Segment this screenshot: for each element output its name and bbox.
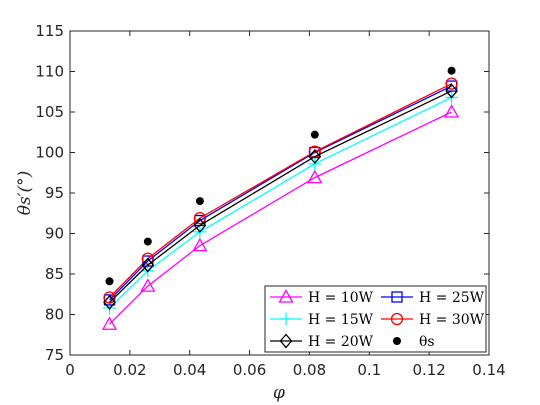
y-tick-label: 95 [45,184,64,202]
legend-marker [393,337,401,345]
x-tick-label: 0 [65,361,75,379]
x-tick-label: 0.1 [357,361,381,379]
data-point [192,237,208,252]
legend-label: H = 20W [308,334,374,350]
data-point [445,83,458,99]
series-line [109,90,452,303]
data-point [143,237,152,246]
data-point [445,77,458,90]
legend-label: θs [419,334,435,350]
series-line [109,85,452,301]
y-tick-label: 75 [45,346,64,364]
x-tick-label: 0.06 [233,361,266,379]
data-point [310,130,319,139]
legend-entry: θs [393,334,435,350]
data-point [195,197,204,206]
legend-entry: H = 30W [381,312,485,328]
data-point [141,257,155,273]
data-point [140,278,156,292]
data-point [141,252,154,265]
x-tick-label: 0.02 [113,361,146,379]
data-point [307,169,323,184]
legend-entry: H = 15W [270,312,374,328]
y-tick-label: 110 [35,63,64,81]
x-tick-label: 0.04 [173,361,206,379]
data-point [447,66,456,75]
series-layer [101,66,460,330]
legend-marker [279,333,293,349]
y-tick-label: 80 [45,306,64,324]
y-tick-label: 100 [35,144,64,162]
legend-entry: H = 25W [381,290,485,306]
y-tick-label: 115 [35,22,64,40]
data-point [193,217,207,233]
data-point [101,316,118,330]
legend-label: H = 25W [419,290,485,306]
data-point [443,104,460,118]
x-axis-label: φ [273,383,285,403]
legend-marker [279,312,293,326]
legend-entry: H = 20W [270,333,374,350]
series-line [109,111,452,325]
legend-entry: H = 10W [270,289,374,306]
legend-label: H = 15W [308,312,374,328]
y-tick-label: 85 [45,265,64,283]
y-axis-label: θs′(°) [15,171,35,216]
legend-marker [390,312,404,326]
data-point [103,294,116,310]
x-tick-label: 0.08 [293,361,326,379]
x-tick-label: 0.14 [472,361,505,379]
data-point [308,149,322,165]
ticks-layer: 0 0.02 0.04 0.06 0.08 0.1 0.12 0.14 75 80 85 90 95 10… [35,22,505,379]
x-tick-label: 0.12 [412,361,445,379]
legend-marker [391,291,403,303]
legend: H = 10W H = 25W H = 15W H = 30W H = 20W θs [264,285,487,353]
data-point [193,211,207,225]
y-tick-label: 90 [45,225,64,243]
legend-label: H = 10W [308,290,374,306]
y-tick-label: 105 [35,103,64,121]
legend-label: H = 30W [419,312,485,328]
legend-marker [278,289,294,303]
data-point [105,277,114,286]
